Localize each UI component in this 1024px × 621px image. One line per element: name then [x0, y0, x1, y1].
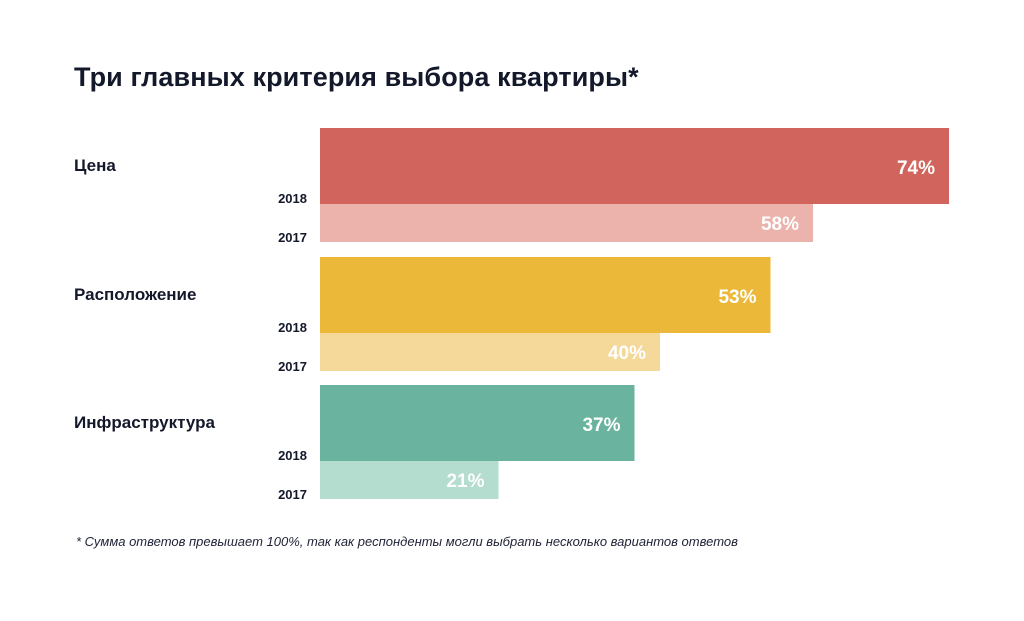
category-label: Расположение — [74, 285, 196, 304]
chart-title: Три главных критерия выбора квартиры* — [74, 62, 639, 92]
data-label: 37% — [582, 415, 620, 436]
data-label: 21% — [446, 471, 484, 492]
category-label: Инфраструктура — [74, 413, 215, 432]
data-label: 53% — [718, 287, 756, 308]
bar-2018 — [320, 128, 949, 204]
bar-2017 — [320, 204, 813, 242]
year-label: 2017 — [278, 359, 307, 374]
bar-2018 — [320, 257, 771, 333]
data-label: 40% — [608, 343, 646, 364]
year-label: 2018 — [278, 448, 307, 463]
year-label: 2018 — [278, 320, 307, 335]
bar-2018 — [320, 385, 635, 461]
data-label: 74% — [897, 158, 935, 179]
category-label: Цена — [74, 156, 116, 175]
year-label: 2018 — [278, 191, 307, 206]
year-label: 2017 — [278, 487, 307, 502]
chart-footnote: * Сумма ответов превышает 100%, так как … — [76, 534, 738, 549]
bar-2017 — [320, 333, 660, 371]
data-label: 58% — [761, 214, 799, 235]
year-label: 2017 — [278, 230, 307, 245]
bar-2017 — [320, 461, 499, 499]
